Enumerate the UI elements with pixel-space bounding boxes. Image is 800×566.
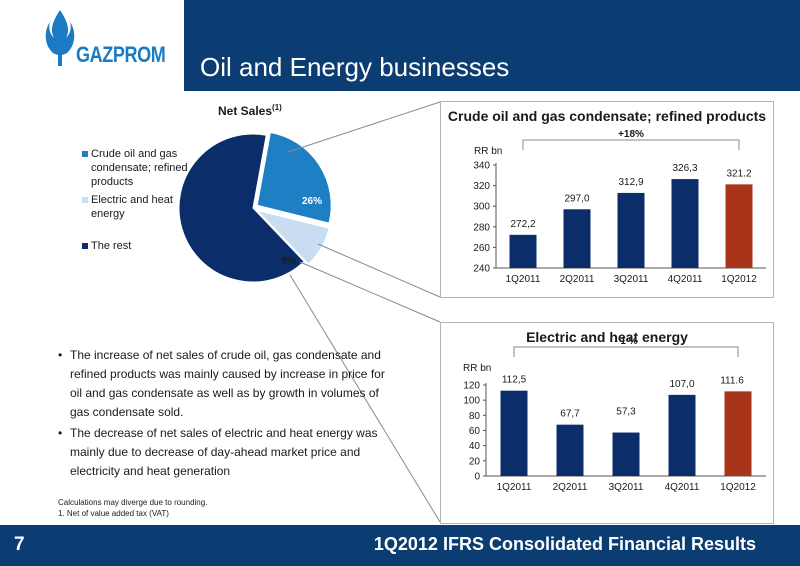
electric-chart-title: Electric and heat energy bbox=[526, 329, 688, 345]
bar bbox=[500, 390, 528, 476]
x-tick-label: 2Q2011 bbox=[560, 274, 595, 285]
y-axis-label: RR bn bbox=[474, 146, 502, 157]
growth-annotation: +18% bbox=[618, 129, 644, 140]
pie-title-text: Net Sales bbox=[218, 104, 273, 118]
x-tick-label: 1Q2012 bbox=[721, 274, 757, 285]
x-tick-label: 1Q2011 bbox=[506, 274, 541, 285]
footnotes: Calculations may diverge due to rounding… bbox=[58, 497, 207, 519]
x-tick-label: 4Q2011 bbox=[668, 274, 703, 285]
bullet-item: • The decrease of net sales of electric … bbox=[58, 424, 398, 481]
pie-slice-crude bbox=[256, 131, 332, 224]
crude-oil-bar-chart: RR bn 240 260 280 300 320 340 272,2 1Q2011 297,0 2… bbox=[473, 129, 766, 285]
y-tick-label: 20 bbox=[469, 456, 481, 467]
y-tick-label: 0 bbox=[474, 472, 480, 483]
y-tick-label: 280 bbox=[473, 222, 490, 233]
legend-label-rest: The rest bbox=[91, 240, 132, 252]
footer-title: 1Q2012 IFRS Consolidated Financial Resul… bbox=[373, 534, 756, 554]
data-label: 326,3 bbox=[672, 163, 697, 174]
data-label: 107,0 bbox=[669, 379, 694, 390]
pie-label-crude: 26% bbox=[302, 196, 322, 207]
header-bar: GAZPROM Oil and Energy businesses bbox=[0, 0, 800, 91]
legend-label-electric: Electric and heat energy bbox=[91, 194, 173, 220]
pie-label-electric: 9% bbox=[282, 256, 297, 267]
page-number: 7 bbox=[14, 534, 25, 555]
crude-oil-chart-title: Crude oil and gas condensate; refined pr… bbox=[447, 108, 767, 124]
data-label: 312,9 bbox=[618, 177, 643, 188]
y-axis-label: RR bn bbox=[463, 363, 491, 374]
logo-wordmark: GAZPROM bbox=[76, 42, 166, 67]
legend-item-crude: Crude oil and gas condensate; refined pr… bbox=[82, 147, 192, 189]
y-tick-label: 60 bbox=[469, 426, 481, 437]
pie-chart-title: Net Sales(1) bbox=[218, 103, 282, 118]
connector-line bbox=[317, 243, 441, 298]
company-logo: GAZPROM bbox=[0, 0, 184, 91]
x-tick-label: 1Q2011 bbox=[497, 482, 532, 493]
y-tick-label: 320 bbox=[473, 181, 490, 192]
legend-swatch-electric bbox=[82, 197, 88, 203]
bar bbox=[617, 192, 645, 268]
x-tick-label: 3Q2011 bbox=[609, 482, 644, 493]
legend-label-crude: Crude oil and gas condensate; refined pr… bbox=[91, 148, 188, 188]
crude-oil-chart-panel: Crude oil and gas condensate; refined pr… bbox=[440, 101, 774, 298]
data-label: 321.2 bbox=[726, 168, 751, 179]
bar bbox=[556, 424, 584, 476]
x-tick-label: 2Q2011 bbox=[553, 482, 588, 493]
y-tick-label: 40 bbox=[469, 441, 481, 452]
pie-slice-rest bbox=[178, 133, 305, 283]
bar bbox=[563, 209, 591, 268]
bar bbox=[725, 184, 753, 268]
pie-slice-electric bbox=[255, 209, 330, 265]
y-tick-label: 80 bbox=[469, 411, 481, 422]
x-tick-label: 3Q2011 bbox=[614, 274, 649, 285]
footnote-rounding: Calculations may diverge due to rounding… bbox=[58, 498, 208, 507]
data-label: 112,5 bbox=[502, 375, 527, 386]
legend-swatch-rest bbox=[82, 243, 88, 249]
bar bbox=[509, 234, 537, 268]
legend-swatch-crude bbox=[82, 151, 88, 157]
connector-line bbox=[287, 101, 441, 153]
y-tick-label: 120 bbox=[463, 381, 480, 392]
bullet-item: • The increase of net sales of crude oil… bbox=[58, 346, 398, 422]
y-tick-label: 260 bbox=[473, 243, 490, 254]
growth-bracket bbox=[522, 139, 740, 150]
y-tick-label: 300 bbox=[473, 202, 490, 213]
bar bbox=[671, 179, 699, 268]
y-tick-label: 100 bbox=[463, 396, 480, 407]
bullet-marker: • bbox=[58, 426, 63, 440]
legend-item-electric: Electric and heat energy bbox=[82, 193, 192, 221]
x-tick-label: 4Q2011 bbox=[665, 482, 700, 493]
growth-bracket bbox=[513, 346, 739, 357]
data-label: 272,2 bbox=[510, 219, 535, 230]
pie-title-footnote-mark: (1) bbox=[272, 103, 282, 112]
data-label: 67,7 bbox=[560, 409, 580, 420]
footnote-vat: 1. Net of value added tax (VAT) bbox=[58, 509, 169, 518]
data-label: 57,3 bbox=[616, 407, 636, 418]
data-label: 111.6 bbox=[720, 375, 744, 386]
y-tick-label: 340 bbox=[473, 161, 490, 172]
growth-annotation: - 1 % bbox=[614, 336, 637, 347]
flame-logo-icon bbox=[45, 10, 75, 66]
commentary-bullets: • The increase of net sales of crude oil… bbox=[58, 346, 398, 483]
data-label: 297,0 bbox=[564, 193, 589, 204]
bar bbox=[724, 391, 752, 476]
connector-line bbox=[299, 261, 441, 323]
bar bbox=[612, 432, 640, 476]
page-title: Oil and Energy businesses bbox=[200, 52, 510, 82]
footer-bar: 7 1Q2012 IFRS Consolidated Financial Res… bbox=[0, 525, 800, 566]
legend-item-rest: The rest bbox=[82, 239, 192, 253]
bullet-marker: • bbox=[58, 348, 63, 362]
bullet-text: The decrease of net sales of electric an… bbox=[70, 426, 378, 478]
bullet-text: The increase of net sales of crude oil, … bbox=[70, 348, 385, 419]
x-tick-label: 1Q2012 bbox=[720, 482, 756, 493]
electric-bar-chart: RR bn 0 20 40 60 80 100 120 112,5 1Q2011 67,7 2Q201… bbox=[463, 336, 766, 493]
bar bbox=[668, 394, 696, 476]
y-tick-label: 240 bbox=[473, 264, 490, 275]
electric-chart-panel: Electric and heat energy RR bn 0 20 40 60 80 1… bbox=[440, 322, 774, 524]
